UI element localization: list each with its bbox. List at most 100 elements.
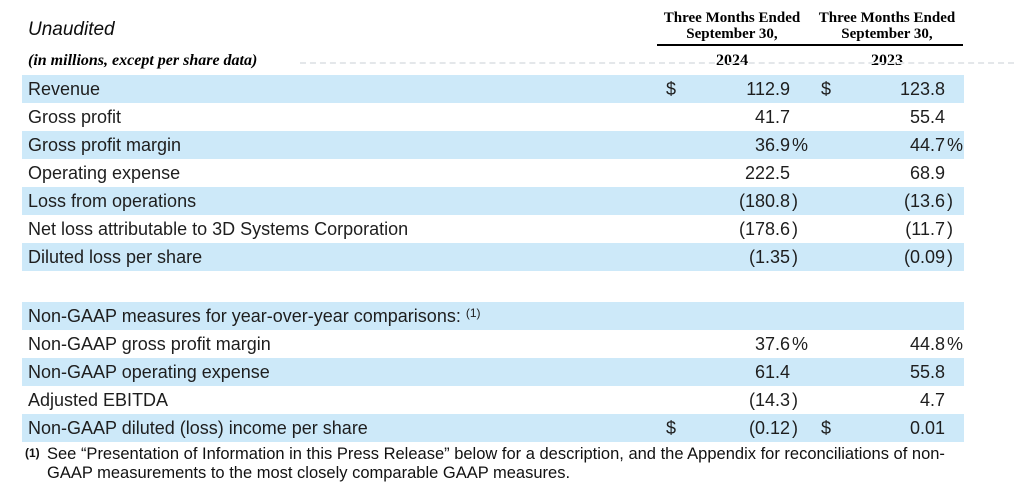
value-suffix: % (792, 134, 809, 155)
dollar-sign: $ (821, 417, 832, 438)
value: 61.4 (754, 361, 790, 382)
footnote-text: See “Presentation of Information in this… (47, 445, 945, 483)
value-suffix: ) (947, 246, 953, 267)
dollar-sign: $ (666, 78, 677, 99)
value-cell-2023: $0.01 (814, 414, 964, 442)
value-cell-2023: 44.8% (814, 330, 964, 358)
footnote: (1) See “Presentation of Information in … (22, 442, 964, 483)
value-cell-2023: 68.9 (814, 159, 964, 187)
row-label: Non-GAAP operating expense (28, 361, 270, 382)
table-row: Net loss attributable to 3D Systems Corp… (22, 215, 964, 243)
dollar-sign: $ (666, 417, 677, 438)
value-suffix: ) (947, 190, 953, 211)
value-suffix: ) (792, 389, 798, 410)
row-label: Revenue (28, 78, 101, 99)
table-row: Non-GAAP diluted (loss) income per share… (22, 414, 964, 442)
period-header-2023: Three Months Ended September 30, (812, 10, 962, 42)
footnote-line-2: GAAP measurements to the most closely co… (47, 464, 571, 482)
section-gap (22, 271, 964, 302)
value: (11.7 (905, 218, 945, 239)
value: 222.5 (744, 162, 790, 183)
value: (178.6 (738, 218, 790, 239)
value-cell-2023: $123.8 (814, 75, 964, 103)
value-cell-2024: $112.9 (659, 75, 809, 103)
value-cell-2024: 222.5 (659, 159, 809, 187)
value-cell-2024: 37.6% (659, 330, 809, 358)
value: (0.09 (903, 246, 945, 267)
table-row: Adjusted EBITDA (14.3) 4.7 (22, 386, 964, 414)
dashed-divider (300, 62, 1014, 64)
table-row: Diluted loss per share (1.35) (0.09) (22, 243, 964, 271)
value: 123.8 (899, 78, 945, 99)
value: 36.9 (754, 134, 790, 155)
value: 55.8 (909, 361, 945, 382)
table-row: Revenue $112.9 $123.8 (22, 75, 964, 103)
value: 4.7 (919, 389, 945, 410)
results-table: Revenue $112.9 $123.8 Gross profit 41.7 55.4 G… (22, 75, 964, 483)
value-suffix: ) (792, 246, 798, 267)
value-cell-2024: (1.35) (659, 243, 809, 271)
value-cell-2024: 36.9% (659, 131, 809, 159)
value-cell-2023: (0.09) (814, 243, 964, 271)
section-header-label: Non-GAAP measures for year-over-year com… (22, 306, 964, 327)
period-header-line2: September 30, (841, 26, 933, 42)
table-row: Non-GAAP operating expense 61.4 55.8 (22, 358, 964, 386)
period-header-line1: Three Months Ended (818, 10, 956, 26)
row-label: Diluted loss per share (28, 246, 203, 267)
footnote-ref-superscript: (1) (465, 305, 481, 320)
value-cell-2023: 4.7 (814, 386, 964, 414)
row-label: Operating expense (28, 162, 181, 183)
value: (13.6 (903, 190, 945, 211)
value-suffix: % (947, 134, 964, 155)
row-label: Non-GAAP gross profit margin (28, 333, 271, 354)
value: 37.6 (754, 333, 790, 354)
row-label: Loss from operations (28, 190, 197, 211)
value-cell-2024: $ (0.12) (659, 414, 809, 442)
units-label: (in millions, except per share data) (28, 52, 258, 69)
row-label: Gross profit (28, 106, 122, 127)
value-cell-2024: 41.7 (659, 103, 809, 131)
value-cell-2023: 55.8 (814, 358, 964, 386)
section-header-row: Non-GAAP measures for year-over-year com… (22, 302, 964, 330)
value: 44.8 (909, 333, 945, 354)
period-header-line1: Three Months Ended (663, 10, 801, 26)
footnote-line-1: See “Presentation of Information in this… (47, 445, 945, 463)
period-header-line2: September 30, (686, 26, 778, 42)
table-row: Operating expense 222.5 68.9 (22, 159, 964, 187)
value: 0.01 (909, 417, 945, 438)
unaudited-label: Unaudited (28, 19, 115, 40)
value: 41.7 (754, 106, 790, 127)
value-cell-2023: (13.6) (814, 187, 964, 215)
value-cell-2023: (11.7) (814, 215, 964, 243)
value: 55.4 (909, 106, 945, 127)
value-cell-2024: (178.6) (659, 215, 809, 243)
value: (14.3 (748, 389, 790, 410)
nongaap-rows-group: Non-GAAP gross profit margin 37.6% 44.8% No… (22, 330, 964, 442)
table-row: Loss from operations (180.8) (13.6) (22, 187, 964, 215)
value-suffix: ) (947, 218, 953, 239)
value-cell-2024: 61.4 (659, 358, 809, 386)
footnote-ref: (1) (25, 446, 40, 460)
value: 44.7 (909, 134, 945, 155)
year-column-2023: 2023 (871, 52, 903, 69)
row-label: Adjusted EBITDA (28, 389, 169, 410)
value: (1.35 (748, 246, 790, 267)
period-header-2024: Three Months Ended September 30, (657, 10, 807, 42)
value-cell-2024: (14.3) (659, 386, 809, 414)
value-cell-2024: (180.8) (659, 187, 809, 215)
value: 112.9 (746, 78, 790, 99)
value: 68.9 (909, 162, 945, 183)
value-cell-2023: 44.7% (814, 131, 964, 159)
header-underline (657, 44, 963, 46)
value: (0.12 (748, 417, 790, 438)
section-header-text: Non-GAAP measures for year-over-year com… (28, 305, 461, 326)
table-row: Gross profit 41.7 55.4 (22, 103, 964, 131)
value: (180.8 (738, 190, 790, 211)
dollar-sign: $ (821, 78, 832, 99)
row-label: Net loss attributable to 3D Systems Corp… (28, 218, 409, 239)
row-label: Non-GAAP diluted (loss) income per share (28, 417, 368, 438)
gaap-rows-group: Revenue $112.9 $123.8 Gross profit 41.7 55.4 G… (22, 75, 964, 271)
value-suffix: ) (792, 218, 798, 239)
row-label: Gross profit margin (28, 134, 182, 155)
